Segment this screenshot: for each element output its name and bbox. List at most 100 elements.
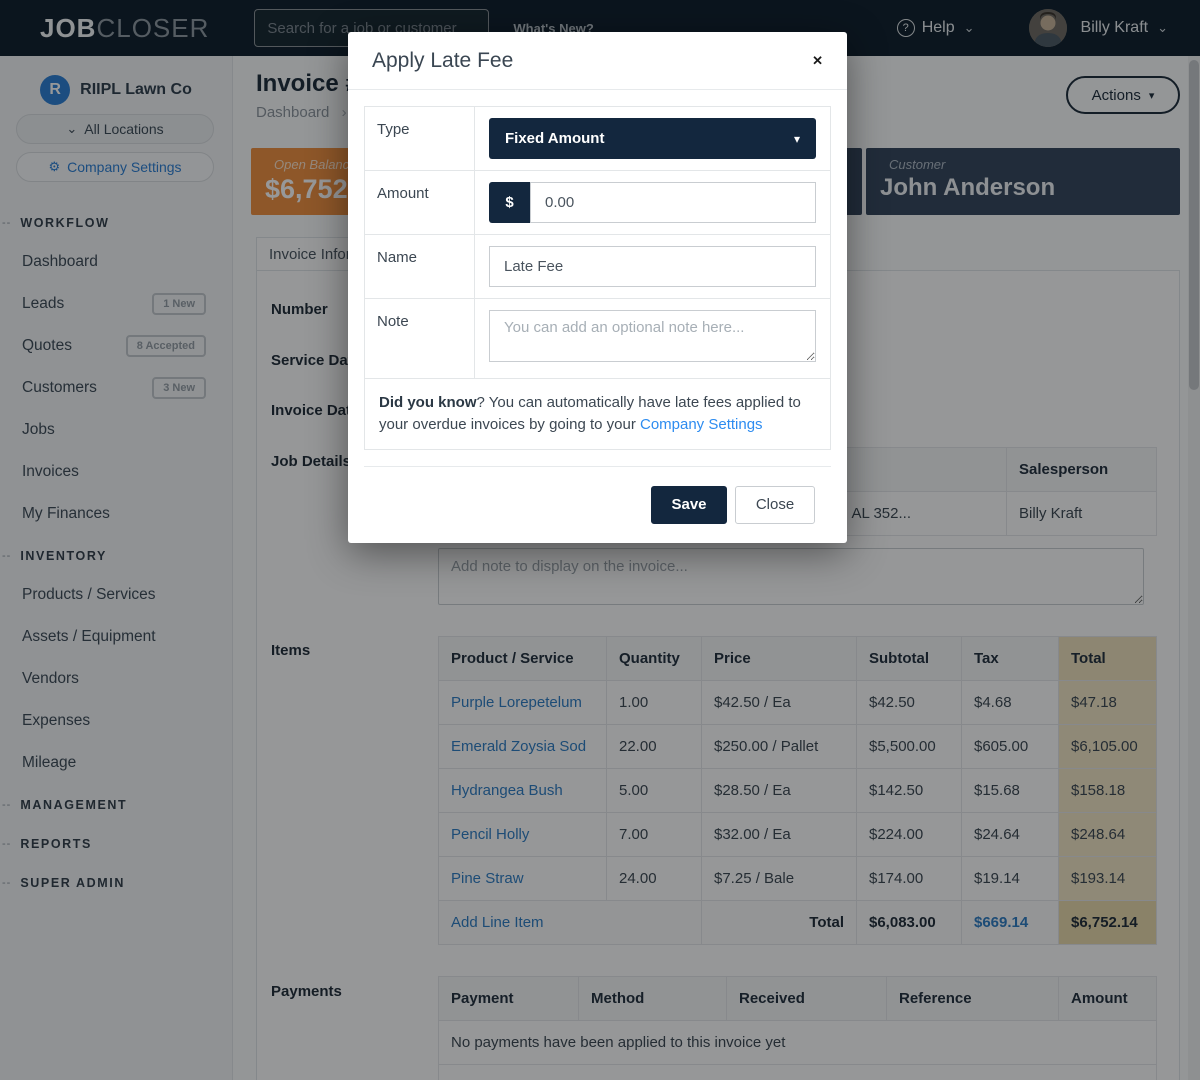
- tip-bold: Did you know: [379, 394, 477, 411]
- items-label: Items: [271, 642, 311, 659]
- sidebar-item-invoices[interactable]: Invoices: [22, 463, 79, 480]
- close-button[interactable]: Close: [735, 485, 815, 524]
- gear-icon: ⚙: [48, 159, 61, 174]
- company-settings-label: Company Settings: [67, 159, 182, 175]
- sidebar-item-quotes[interactable]: Quotes 8 Accepted: [0, 334, 232, 358]
- note-row: Note: [365, 299, 830, 379]
- table-row: Purple Lorepetelum 1.00 $42.50 / Ea $42.…: [438, 680, 1157, 725]
- total-cell: $158.18: [1058, 768, 1157, 813]
- company-header[interactable]: R RIIPL Lawn Co: [0, 75, 232, 105]
- total-label: Total: [701, 900, 857, 945]
- method-header: Method: [578, 976, 727, 1021]
- avatar-image: [1028, 9, 1067, 47]
- quantity-cell: 1.00: [606, 680, 702, 725]
- sidebar-item-dashboard[interactable]: Dashboard: [22, 253, 98, 270]
- received-header: Received: [726, 976, 887, 1021]
- breadcrumb-separator-icon: ›: [341, 104, 347, 121]
- sidebar-item-products-services[interactable]: Products / Services: [22, 586, 156, 603]
- sidebar-item-jobs[interactable]: Jobs: [22, 421, 55, 438]
- company-logo: R: [40, 75, 71, 105]
- dash-icon: --: [2, 838, 12, 850]
- product-link[interactable]: Pencil Holly: [451, 826, 530, 843]
- modal-title: Apply Late Fee: [372, 48, 514, 72]
- table-row: Hydrangea Bush 5.00 $28.50 / Ea $142.50 …: [438, 768, 1157, 813]
- section-workflow[interactable]: -- WORKFLOW: [2, 216, 110, 230]
- type-select[interactable]: Fixed Amount ▾: [489, 118, 816, 159]
- sidebar-item-assets-equipment[interactable]: Assets / Equipment: [22, 628, 156, 645]
- scrollbar-thumb[interactable]: [1189, 60, 1199, 390]
- section-inventory[interactable]: -- INVENTORY: [2, 549, 107, 563]
- product-service-header: Product / Service: [438, 636, 607, 681]
- product-link[interactable]: Pine Straw: [451, 870, 524, 887]
- breadcrumb-dashboard[interactable]: Dashboard: [256, 104, 330, 121]
- product-link[interactable]: Purple Lorepetelum: [451, 694, 582, 711]
- type-row: Type Fixed Amount ▾: [365, 107, 830, 171]
- items-footer-row: Add Line Item Total $6,083.00 $669.14 $6…: [438, 900, 1157, 945]
- sidebar-item-leads[interactable]: Leads 1 New: [0, 292, 232, 316]
- items-header-row: Product / Service Quantity Price Subtota…: [438, 636, 1157, 681]
- sidebar-item-my-finances[interactable]: My Finances: [22, 505, 110, 522]
- modal-body: Type Fixed Amount ▾ Amount $: [348, 90, 847, 543]
- logo-light: CLOSER: [96, 12, 210, 43]
- caret-down-icon: ▾: [793, 131, 800, 146]
- user-avatar[interactable]: [1028, 9, 1067, 47]
- quantity-cell: 22.00: [606, 724, 702, 769]
- close-icon[interactable]: ✕: [812, 52, 823, 68]
- subtotal-cell: $42.50: [856, 680, 962, 725]
- customers-badge: 3 New: [152, 377, 206, 399]
- help-menu[interactable]: ? Help ⌄: [896, 19, 975, 37]
- number-label: Number: [271, 301, 328, 318]
- salesperson-header: Salesperson: [1006, 447, 1157, 492]
- grand-total: $6,752.14: [1058, 900, 1157, 945]
- logo-bold: JOB: [40, 12, 97, 43]
- help-icon: ?: [896, 19, 915, 37]
- price-cell: $250.00 / Pallet: [701, 724, 857, 769]
- user-name[interactable]: Billy Kraft: [1080, 19, 1149, 36]
- name-row: Name: [365, 235, 830, 299]
- invoice-note-textarea[interactable]: [438, 548, 1144, 605]
- sidebar-item-expenses[interactable]: Expenses: [22, 712, 91, 729]
- scrollbar-track[interactable]: [1188, 56, 1200, 1080]
- chevron-down-icon: ⌄: [1157, 20, 1168, 35]
- note-textarea[interactable]: [489, 310, 816, 362]
- subtotal-cell: $174.00: [856, 856, 962, 901]
- sidebar-item-vendors[interactable]: Vendors: [22, 670, 79, 687]
- sidebar-item-mileage[interactable]: Mileage: [22, 754, 77, 771]
- name-input[interactable]: [489, 246, 816, 287]
- amount-input[interactable]: [530, 182, 816, 223]
- table-row: Pencil Holly 7.00 $32.00 / Ea $224.00 $2…: [438, 812, 1157, 857]
- company-settings-link[interactable]: Company Settings: [639, 415, 763, 433]
- quantity-header: Quantity: [606, 636, 702, 681]
- reference-header: Reference: [886, 976, 1059, 1021]
- all-locations-dropdown[interactable]: ⌄ All Locations: [16, 114, 214, 144]
- whats-new-link[interactable]: What's New?: [513, 20, 594, 36]
- product-link[interactable]: Hydrangea Bush: [451, 782, 563, 799]
- section-reports[interactable]: -- REPORTS: [2, 837, 92, 851]
- tip-text: ? You can automatically have late fees a…: [379, 394, 801, 433]
- currency-addon: $: [489, 182, 530, 223]
- product-link[interactable]: Emerald Zoysia Sod: [451, 738, 587, 755]
- price-header: Price: [701, 636, 857, 681]
- sidebar-item-customers[interactable]: Customers 3 New: [0, 376, 232, 400]
- name-label: Name: [365, 235, 475, 298]
- table-row: Emerald Zoysia Sod 22.00 $250.00 / Palle…: [438, 724, 1157, 769]
- modal-header: Apply Late Fee ✕: [348, 32, 847, 90]
- company-settings-button[interactable]: ⚙ Company Settings: [16, 152, 214, 182]
- save-button[interactable]: Save: [651, 485, 727, 524]
- subtotal-cell: $5,500.00: [856, 724, 962, 769]
- quantity-cell: 5.00: [606, 768, 702, 813]
- leads-badge: 1 New: [152, 293, 206, 315]
- help-label: Help: [921, 19, 955, 36]
- tax-sum[interactable]: $669.14: [961, 900, 1059, 945]
- section-super-admin[interactable]: -- SUPER ADMIN: [2, 876, 125, 890]
- chevron-down-icon: ⌄: [66, 121, 78, 136]
- actions-button[interactable]: Actions ▾: [1066, 76, 1180, 114]
- app-logo[interactable]: JOBCLOSER: [40, 13, 209, 44]
- salesperson-value: Billy Kraft: [1006, 491, 1157, 536]
- section-management[interactable]: -- MANAGEMENT: [2, 798, 128, 812]
- subtotal-cell: $224.00: [856, 812, 962, 857]
- add-line-item-link[interactable]: Add Line Item: [451, 914, 544, 931]
- open-balance-label: Open Balance: [274, 157, 357, 172]
- tip-row: Did you know? You can automatically have…: [365, 379, 830, 449]
- dash-icon: --: [2, 877, 12, 889]
